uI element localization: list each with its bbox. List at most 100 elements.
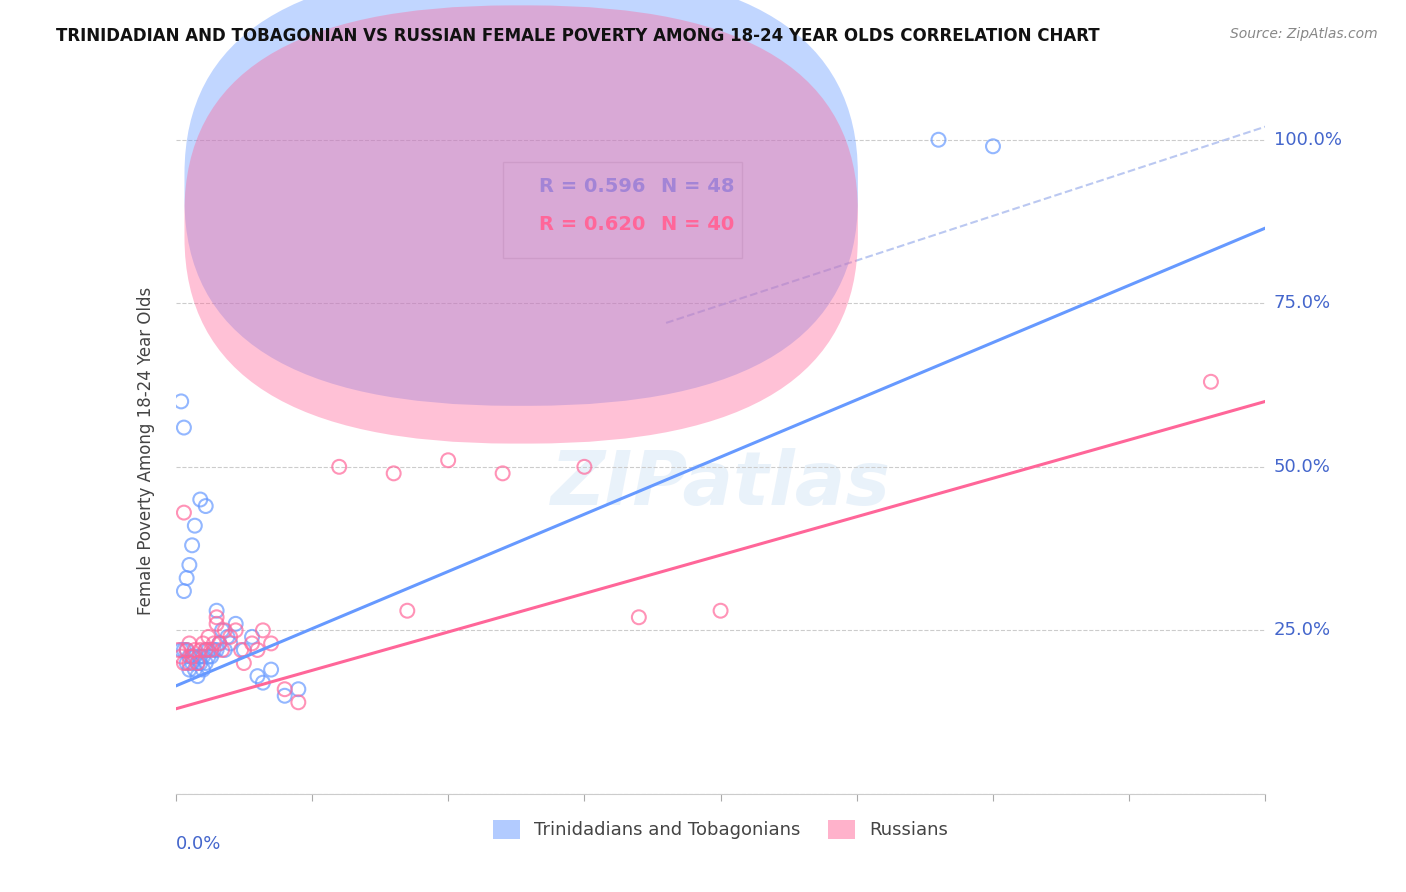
Point: [225, 616, 247, 631]
Point: [179, 636, 201, 650]
Point: [205, 610, 228, 624]
Text: N = 48: N = 48: [661, 178, 734, 196]
Point: [170, 394, 193, 409]
Point: [176, 571, 198, 585]
Point: [197, 630, 219, 644]
Point: [191, 663, 214, 677]
Point: [181, 656, 204, 670]
Point: [200, 643, 222, 657]
Point: [186, 669, 209, 683]
Point: [173, 506, 195, 520]
Point: [208, 636, 231, 650]
Point: [173, 643, 195, 657]
Point: [232, 656, 254, 670]
Point: [197, 649, 219, 664]
Point: [191, 649, 214, 664]
Point: [202, 636, 225, 650]
Point: [246, 669, 269, 683]
Point: [184, 518, 207, 533]
Point: [197, 643, 219, 657]
Point: [231, 643, 253, 657]
Point: [181, 538, 204, 552]
Text: Source: ZipAtlas.com: Source: ZipAtlas.com: [1230, 27, 1378, 41]
Point: [181, 649, 204, 664]
Point: [240, 636, 263, 650]
Point: [1199, 375, 1222, 389]
Point: [260, 636, 283, 650]
Point: [205, 616, 228, 631]
Text: 0.0%: 0.0%: [176, 835, 221, 853]
Point: [181, 649, 204, 664]
FancyBboxPatch shape: [503, 162, 742, 258]
Point: [184, 649, 207, 664]
Point: [173, 420, 195, 434]
Text: ZIPatlas: ZIPatlas: [551, 449, 890, 521]
Point: [176, 643, 198, 657]
Point: [710, 604, 733, 618]
Text: 50.0%: 50.0%: [1274, 458, 1330, 475]
Point: [188, 492, 211, 507]
Point: [194, 643, 217, 657]
Point: [179, 663, 201, 677]
Legend: Trinidadians and Tobagonians, Russians: Trinidadians and Tobagonians, Russians: [485, 813, 956, 847]
FancyBboxPatch shape: [184, 0, 858, 406]
Point: [191, 636, 214, 650]
Point: [211, 624, 233, 638]
Point: [200, 649, 222, 664]
Point: [928, 133, 950, 147]
Point: [173, 656, 195, 670]
Point: [186, 656, 209, 670]
Point: [246, 643, 269, 657]
Point: [214, 624, 236, 638]
Text: R = 0.596: R = 0.596: [538, 178, 645, 196]
Text: N = 40: N = 40: [661, 215, 734, 234]
Point: [194, 656, 217, 670]
Point: [252, 675, 274, 690]
FancyBboxPatch shape: [184, 5, 858, 443]
Point: [184, 663, 207, 677]
Text: R = 0.620: R = 0.620: [538, 215, 645, 234]
Point: [176, 656, 198, 670]
Text: 75.0%: 75.0%: [1274, 294, 1331, 312]
Point: [188, 649, 211, 664]
Point: [205, 643, 228, 657]
Point: [627, 610, 650, 624]
Point: [186, 656, 209, 670]
Point: [184, 643, 207, 657]
Point: [202, 643, 225, 657]
Point: [179, 656, 201, 670]
Point: [211, 643, 233, 657]
Point: [167, 643, 190, 657]
Point: [232, 643, 254, 657]
Point: [287, 682, 309, 697]
Point: [240, 630, 263, 644]
Point: [179, 649, 201, 664]
Point: [287, 695, 309, 709]
Point: [205, 604, 228, 618]
Point: [170, 649, 193, 664]
Point: [188, 643, 211, 657]
Point: [194, 499, 217, 513]
Point: [214, 643, 236, 657]
Point: [328, 459, 350, 474]
Point: [260, 663, 283, 677]
Point: [274, 682, 297, 697]
Point: [173, 584, 195, 599]
Point: [219, 630, 242, 644]
Point: [170, 643, 193, 657]
Point: [219, 636, 242, 650]
Point: [179, 558, 201, 572]
Point: [176, 643, 198, 657]
Point: [437, 453, 460, 467]
Point: [217, 630, 239, 644]
Point: [208, 636, 231, 650]
Point: [188, 656, 211, 670]
Point: [981, 139, 1004, 153]
Y-axis label: Female Poverty Among 18-24 Year Olds: Female Poverty Among 18-24 Year Olds: [136, 286, 155, 615]
Point: [382, 467, 405, 481]
Point: [492, 467, 515, 481]
Point: [574, 459, 596, 474]
Point: [252, 624, 274, 638]
Point: [274, 689, 297, 703]
Point: [194, 643, 217, 657]
